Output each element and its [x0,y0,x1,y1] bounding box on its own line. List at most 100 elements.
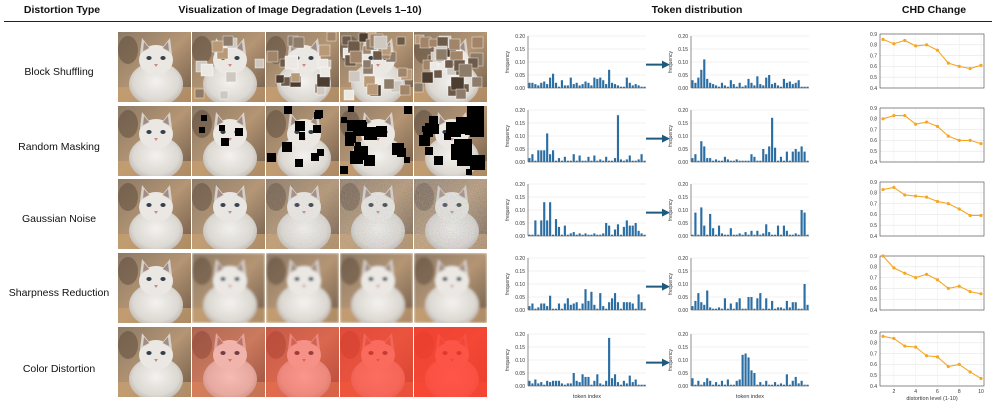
histogram-bar [546,220,549,236]
histogram-bar [744,353,747,386]
thumbnail-random_mask-2 [192,106,265,176]
histogram-bar [593,233,596,236]
thumbnail-gaussian_noise-3 [266,179,339,249]
y-tick-label: 0.15 [678,47,688,53]
histogram-bar [619,234,622,236]
histogram-bar [794,302,797,310]
histogram-bar [554,219,558,236]
histogram-bar [747,160,750,162]
histogram-bar [762,308,765,310]
histogram-bar [560,308,563,310]
y-tick-label: 0.20 [515,34,525,40]
y-tick-label: 0.9 [870,330,877,336]
histogram-bar [768,146,771,162]
histogram-bar [759,234,762,236]
histogram-bar [569,77,572,88]
histogram-bar [794,149,797,162]
histogram-bar [531,383,534,386]
y-tick-label: 0.00 [678,308,688,314]
chd-point [881,37,885,42]
histogram-bar [611,378,614,386]
y-tick-label: 0.4 [870,384,877,390]
histogram-bar [543,202,546,236]
chd-point [979,142,983,146]
chd-point [903,113,907,118]
histogram-bar [774,382,777,386]
histogram-bar [753,156,756,162]
chd-point [946,286,950,290]
histogram-bar [776,85,780,88]
histogram-bar [543,384,546,386]
row-label-gaussian-noise: Gaussian Noise [21,213,97,225]
histogram-bar [619,159,622,162]
histogram-bar [779,383,783,386]
histogram-bar [750,297,753,310]
header-distortion-type: Distortion Type [23,4,101,16]
histogram-bar [599,159,602,162]
histogram-bar [797,308,800,310]
histogram-bar [602,80,605,88]
histogram-bar [543,150,546,162]
y-tick-label: 0.4 [870,86,877,92]
y-tick-label: 0.05 [515,295,525,301]
histogram-bar [794,233,797,236]
histogram-bar [543,303,546,310]
y-tick-label: 0.00 [515,308,525,314]
histogram-bar [726,308,729,310]
chd-line-chart-row1: 0.4 0.5 0.6 0.7 0.8 0.9 [870,106,985,166]
plot-frame [879,255,985,311]
histogram-bar [634,160,637,162]
y-axis-label: frequency [668,199,674,221]
histogram-bar [616,224,620,236]
histogram-bar [625,77,628,88]
histogram-bar [741,308,744,310]
y-tick-label: 0.6 [870,64,877,70]
histogram-bar [534,160,537,162]
thumbnail-color-4 [340,327,413,397]
y-axis-label: frequency [668,273,674,295]
histogram-bar [637,294,640,310]
histogram-bar [741,86,744,88]
histogram-bar [596,160,599,162]
histogram-bar [768,384,771,386]
histogram-bar [537,85,540,88]
histogram-bar [543,81,546,88]
histogram-bar [800,86,803,88]
histogram-bar [774,234,777,236]
y-tick-label: 0.20 [678,332,688,338]
histogram-bar [546,133,549,162]
histogram-bar [732,234,735,236]
histogram-bar [631,85,634,88]
histogram-bar [643,160,646,162]
histogram-bar [560,160,563,162]
histogram-bar [797,151,800,162]
header-chd-change: CHD Change [901,4,967,16]
chd-point [968,138,972,142]
histogram-bar [791,234,794,236]
histogram-bar [599,383,602,386]
chd-point [935,124,940,128]
histogram-bar [715,159,718,162]
row-label-random-masking: Random Masking [18,141,100,153]
histogram-bar [762,384,765,386]
histogram-bar [788,384,791,386]
histogram-bar [732,160,735,162]
y-tick-label: 0.20 [515,182,525,188]
token-histogram-before-row2: 0.00 0.05 0.10 0.15 0.20 frequency [505,182,646,240]
histogram-bar [735,380,738,386]
histogram-bar [765,77,768,88]
histogram-bar [572,84,575,88]
histogram-bar [605,156,608,162]
histogram-bar [566,85,569,88]
histogram-bar [712,308,715,310]
histogram-bar [605,223,608,236]
y-tick-label: 0.15 [515,47,525,53]
token-histogram-after-row2: 0.00 0.05 0.10 0.15 0.20 frequency [668,182,809,240]
histogram-bar [800,380,803,386]
histogram-bar [605,84,608,88]
histogram-bar [709,213,712,236]
y-tick-label: 0.05 [515,147,525,153]
histogram-bar [590,384,593,386]
histogram-bar [602,233,605,236]
y-tick-label: 0.10 [515,134,525,140]
